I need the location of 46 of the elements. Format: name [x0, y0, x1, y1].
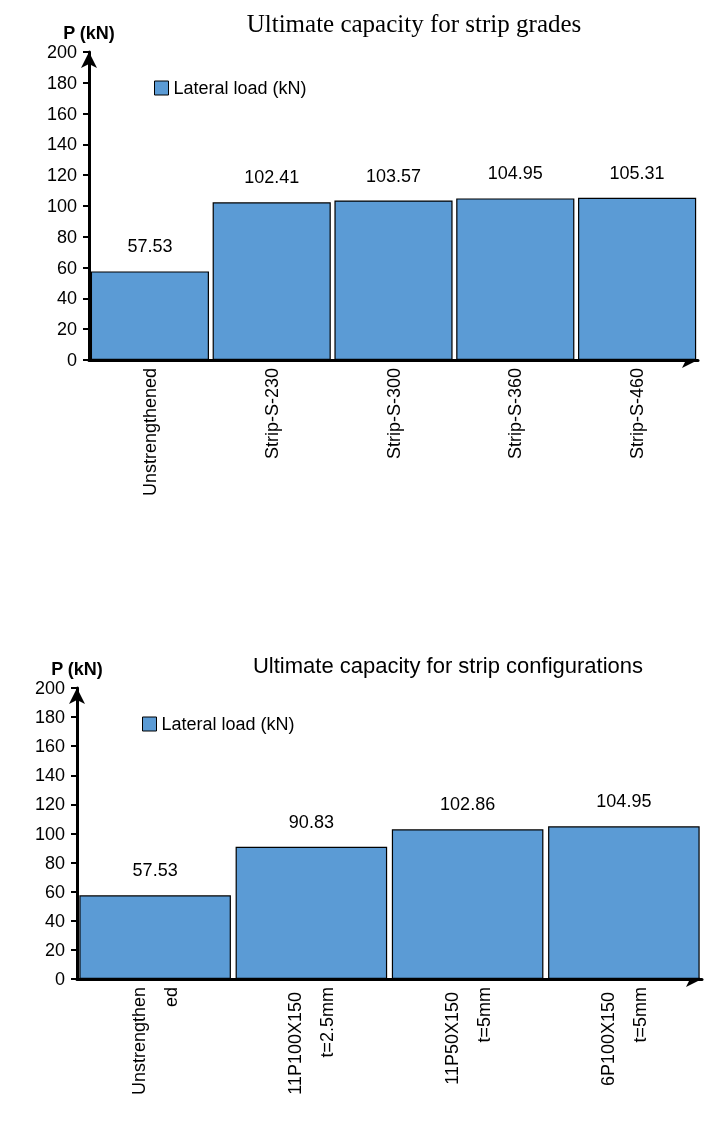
y-tick-label: 20 [44, 939, 65, 960]
data-label: 103.57 [365, 165, 422, 186]
x-tick-label: Unstrengthened [139, 368, 160, 497]
y-tick-label: 180 [46, 72, 77, 93]
data-label: 57.53 [127, 236, 173, 257]
y-tick-label: 60 [44, 881, 65, 902]
data-label: 102.86 [440, 794, 496, 815]
legend-label: Lateral load (kN) [173, 78, 307, 98]
data-label: 90.83 [288, 811, 334, 832]
y-tick-label: 120 [46, 165, 77, 186]
y-tick-label: 140 [46, 134, 77, 155]
x-tick-label: 11P100X150 t=2.5mm [285, 987, 338, 1095]
y-tick-label: 200 [46, 42, 77, 62]
y-tick-label: 0 [54, 969, 65, 989]
chart-title: Ultimate capacity for strip grades [246, 10, 582, 37]
y-tick-label: 160 [46, 103, 77, 124]
y-tick-label: 40 [44, 910, 65, 931]
y-axis-title: P (kN) [63, 23, 115, 43]
data-label: 104.95 [596, 791, 652, 812]
y-tick-label: 0 [66, 350, 77, 370]
y-tick-label: 180 [34, 707, 65, 728]
y-tick-label: 40 [56, 288, 77, 309]
y-tick-label: 60 [56, 257, 77, 278]
y-tick-label: 20 [56, 319, 77, 340]
x-tick-label: 11P50X150 t=5mm [441, 987, 494, 1085]
data-label: 105.31 [609, 162, 665, 183]
y-tick-label: 120 [34, 794, 65, 815]
legend-label: Lateral load (kN) [161, 714, 295, 734]
x-tick-label: Strip-S-300 [383, 368, 404, 460]
y-tick-label: 160 [34, 736, 65, 757]
chart-title: Ultimate capacity for strip configurations [252, 652, 644, 678]
y-tick-label: 80 [44, 852, 65, 873]
y-axis-title: P (kN) [51, 659, 103, 679]
data-label: 57.53 [132, 860, 178, 881]
y-tick-label: 140 [34, 765, 65, 786]
y-tick-label: 80 [56, 226, 77, 247]
x-tick-label: 6P100X150 t=5mm [597, 987, 650, 1087]
y-tick-label: 100 [46, 196, 77, 216]
x-tick-label: Strip-S-460 [627, 368, 648, 460]
x-tick-label: Strip-S-230 [261, 368, 282, 460]
x-tick-label: Unstrengthened [129, 987, 182, 1096]
data-label: 102.41 [244, 167, 300, 188]
y-tick-label: 200 [34, 678, 65, 698]
y-tick-label: 100 [34, 823, 65, 844]
x-tick-label: Strip-S-360 [505, 368, 526, 460]
data-label: 104.95 [487, 163, 543, 184]
